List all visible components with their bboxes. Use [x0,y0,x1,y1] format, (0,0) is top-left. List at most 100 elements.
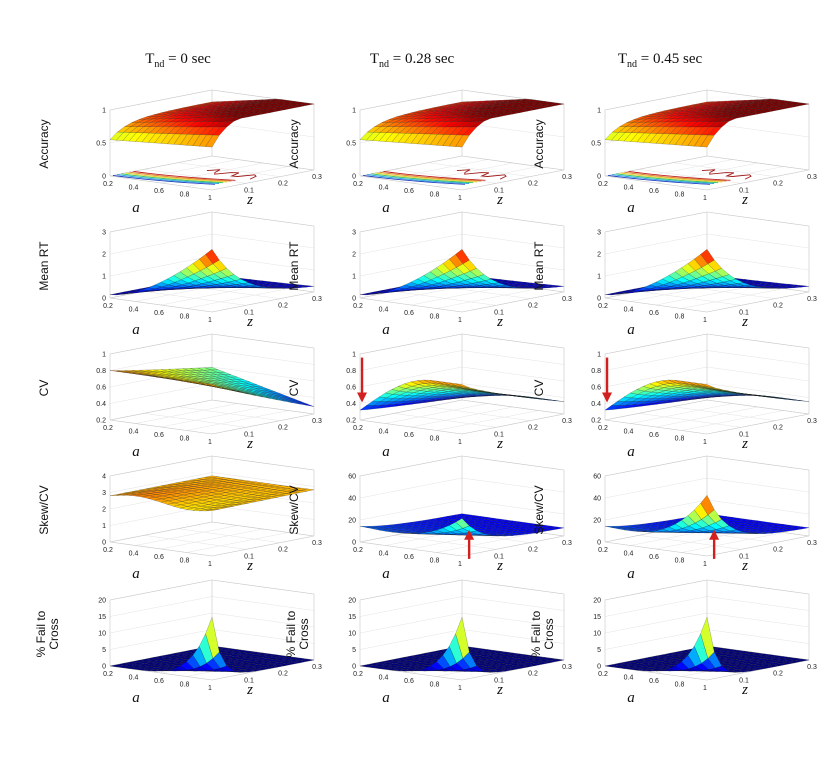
grid-line [681,410,784,431]
grid-line [427,406,531,421]
axis-box [706,579,810,660]
x-tick-label: 1 [703,561,707,568]
z-tick-label: 1 [597,352,601,359]
x-tick-label: 1 [703,317,707,324]
surface-patch [455,518,470,529]
y-tick-label: 0.3 [807,540,817,547]
y-tick-label: 0.1 [494,309,504,316]
row-ylabel: Skew/CV [287,485,301,534]
axis-box [359,579,463,666]
x-tick-label: 0.6 [404,188,414,195]
y-tick-label: 0.3 [312,296,322,303]
grid-line [393,291,497,306]
x-tick-label: 1 [458,685,462,692]
z-tick-label: 5 [102,647,106,654]
red-arrow-head [709,529,720,540]
x-tick-label: 0.6 [404,310,414,317]
x-tick-label: 1 [208,439,212,446]
z-tick-label: 0.6 [591,385,601,392]
row-ylabel: Accuracy [287,119,301,168]
grid-line [186,288,289,309]
z-tick-label: 1 [102,274,106,281]
contour-line [456,169,507,180]
axis-box [359,333,463,420]
z-tick-label: 1 [102,352,106,359]
x-tick-label: 0.8 [180,192,190,199]
z-tick-label: 0.4 [96,401,106,408]
axis-box [706,333,810,414]
y-tick-label: 0.3 [807,296,817,303]
x-tick-label: 0.2 [353,303,363,310]
z-tick-label: 10 [348,631,356,638]
z-tick-label: 0 [102,174,106,181]
surface-panel: 0 20 40 60 0.2 0.4 0.6 0.8 1 0.1 0.2 0.3 Skew/CV a z [532,455,817,582]
surface-panel: 0 1 2 3 4 0.2 0.4 0.6 0.8 1 0.1 0.2 0.3 Skew/CV a z [37,455,322,582]
y-tick-label: 0.1 [739,677,749,684]
grid-line [186,410,289,431]
x-tick-label: 1 [208,685,212,692]
axis-box [461,579,565,660]
x-tick-label: 0.2 [103,425,113,432]
y-tick-label: 0.1 [739,431,749,438]
axis-box [706,455,810,536]
grid-line [681,532,784,553]
surface-panel: 0 1 2 3 0.2 0.4 0.6 0.8 1 0.1 0.2 0.3 Mean RT a z [287,211,572,338]
grid-line [393,413,497,428]
x-tick-label: 0.8 [430,192,440,199]
x-tick-label: 0.6 [649,432,659,439]
y-axis-name: z [496,436,503,452]
z-tick-label: 1 [352,352,356,359]
y-tick-label: 0.3 [807,664,817,671]
y-tick-label: 0.1 [739,309,749,316]
y-tick-label: 0.3 [312,664,322,671]
x-tick-label: 1 [703,685,707,692]
y-tick-label: 0.1 [739,187,749,194]
z-tick-label: 0.4 [346,401,356,408]
z-tick-label: 20 [98,598,106,605]
axis-box [211,211,315,292]
surface-patch [455,134,470,148]
x-tick-label: 0.2 [598,303,608,310]
grid-line [135,525,238,546]
surface-patch [205,509,220,512]
x-tick-label: 0.2 [103,303,113,310]
y-tick-label: 0.2 [528,425,538,432]
grid-line [177,162,281,177]
axis-box [604,579,708,666]
x-tick-label: 1 [458,317,462,324]
axis-box [604,333,708,420]
contour-line [371,173,474,184]
x-axis-name: a [132,690,140,706]
contour-line [125,172,228,183]
z-tick-label: 5 [597,647,601,654]
axis-box [604,211,708,298]
z-tick-label: 15 [348,614,356,621]
contour-line [620,172,723,183]
surface-patch [300,402,315,407]
surface-patch [205,249,220,265]
x-tick-label: 0.8 [675,682,685,689]
surface-patch [455,383,470,388]
grid-line [672,406,776,421]
x-tick-label: 0.2 [598,181,608,188]
axis-box [109,211,213,298]
z-tick-label: 15 [593,614,601,621]
z-tick-label: 10 [98,631,106,638]
row-ylabel: Mean RT [532,241,546,291]
surface-panel: 0 1 2 3 0.2 0.4 0.6 0.8 1 0.1 0.2 0.3 Mean RT a z [37,211,322,338]
x-tick-label: 0.2 [103,181,113,188]
x-tick-label: 0.4 [129,429,139,436]
z-tick-label: 0.5 [591,141,601,148]
z-tick-label: 0 [102,664,106,671]
contour-line [701,169,752,180]
axis-box [359,455,463,542]
x-tick-label: 0.8 [180,558,190,565]
x-tick-label: 0.2 [598,425,608,432]
y-tick-label: 0.3 [807,174,817,181]
surface-patch [205,616,220,659]
x-tick-label: 0.8 [180,314,190,321]
y-tick-label: 0.1 [244,187,254,194]
x-tick-label: 0.4 [379,185,389,192]
contour-line [624,171,727,182]
y-tick-label: 0.2 [528,671,538,678]
